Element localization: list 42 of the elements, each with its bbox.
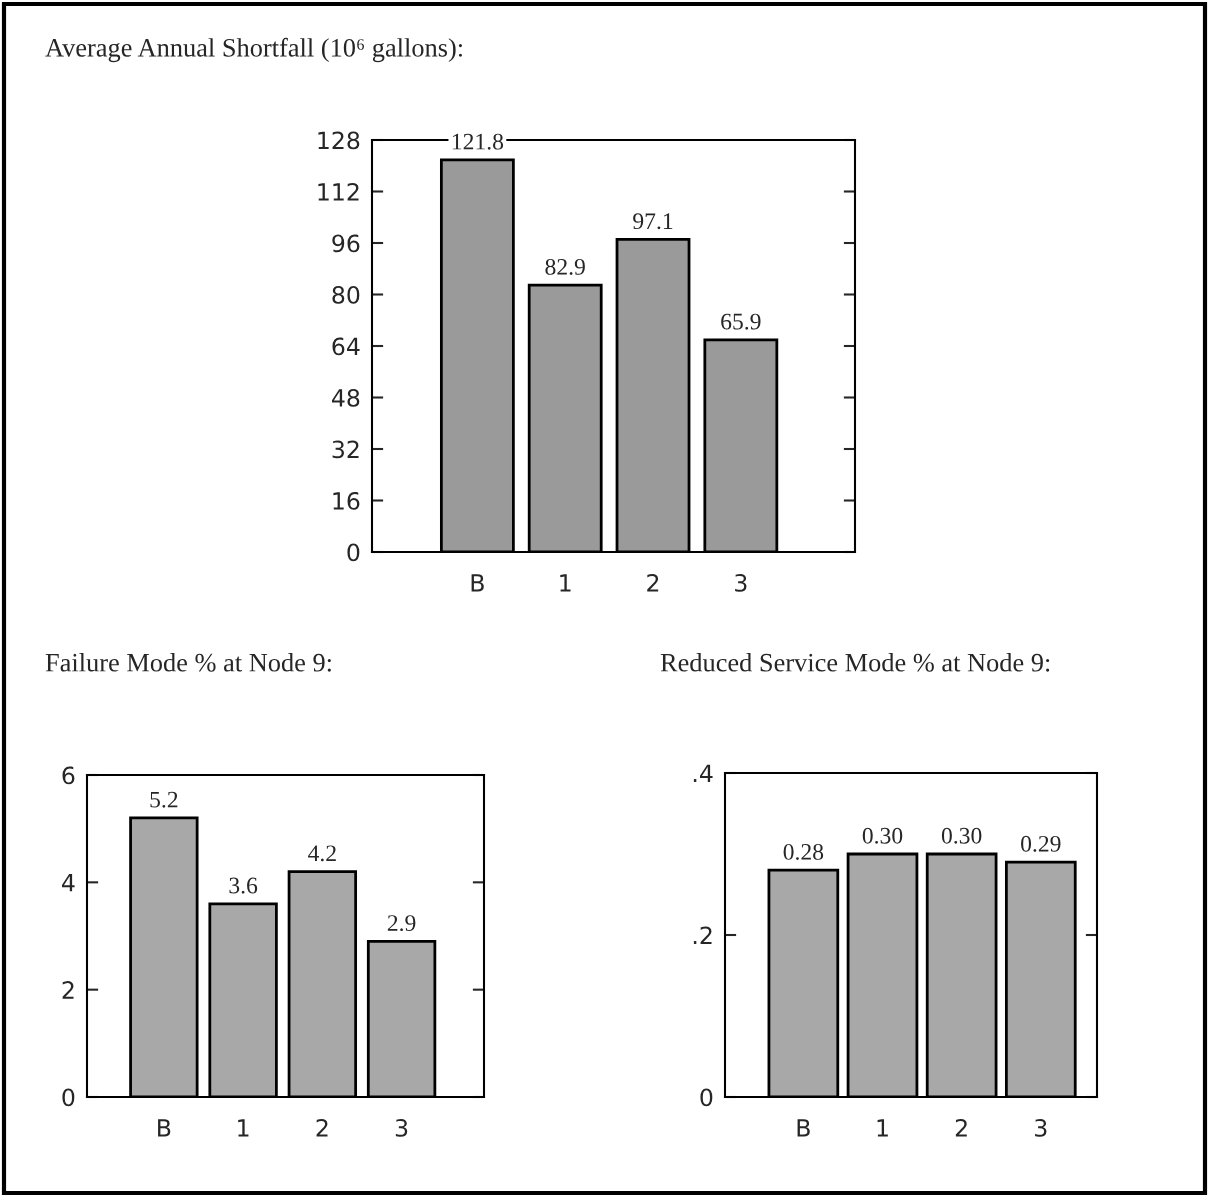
- y-tick-label: .4: [693, 764, 713, 782]
- data-label: 5.2: [150, 791, 178, 808]
- x-tick-label: 3: [735, 573, 747, 592]
- y-tick-label: 6: [62, 766, 75, 785]
- x-tick-label: 1: [238, 1119, 249, 1137]
- y-tick-label: 32: [332, 440, 359, 459]
- y-tick-label: 0: [62, 1088, 75, 1107]
- y-tick-label: .2: [693, 926, 712, 944]
- data-label: 3.6: [229, 877, 258, 894]
- chart-title: Failure Mode % at Node 9:: [45, 653, 331, 672]
- x-tick-label: 2: [647, 573, 659, 592]
- data-label: 82.9: [545, 258, 585, 275]
- y-tick-label: 16: [333, 491, 360, 510]
- y-tick-label: 4: [62, 874, 75, 892]
- data-label: 0.30: [941, 827, 982, 844]
- x-tick-label: 3: [395, 1118, 408, 1137]
- x-tick-label: B: [471, 574, 484, 592]
- data-label: 4.2: [308, 845, 336, 862]
- data-label: 121.8: [452, 133, 504, 150]
- y-tick-label: 128: [318, 131, 360, 150]
- x-tick-label: 1: [877, 1119, 888, 1137]
- data-label: 65.9: [721, 313, 761, 330]
- x-tick-label: B: [797, 1119, 810, 1137]
- y-tick-label: 0: [347, 543, 360, 562]
- y-tick-label: 96: [332, 234, 360, 253]
- data-label: 97.1: [633, 213, 673, 230]
- data-label: 0.29: [1021, 835, 1061, 852]
- x-tick-label: 1: [560, 574, 571, 592]
- data-label: 0.30: [862, 827, 903, 844]
- data-label: 2.9: [387, 915, 416, 932]
- y-tick-label: 64: [332, 337, 360, 356]
- data-label: 0.28: [783, 843, 824, 860]
- y-tick-label: 80: [332, 285, 360, 304]
- y-tick-label: 0: [700, 1088, 713, 1107]
- chart-title: Reduced Service Mode % at Node 9:: [660, 653, 1050, 672]
- y-tick-label: 2: [62, 981, 74, 999]
- x-tick-label: 3: [1035, 1118, 1047, 1137]
- chart-title: Average Annual Shortfall (10⁶ gallons):: [45, 37, 462, 63]
- y-tick-label: 48: [332, 388, 360, 407]
- y-tick-label: 112: [318, 182, 359, 201]
- x-tick-label: 2: [955, 1118, 967, 1137]
- x-tick-label: B: [158, 1119, 171, 1137]
